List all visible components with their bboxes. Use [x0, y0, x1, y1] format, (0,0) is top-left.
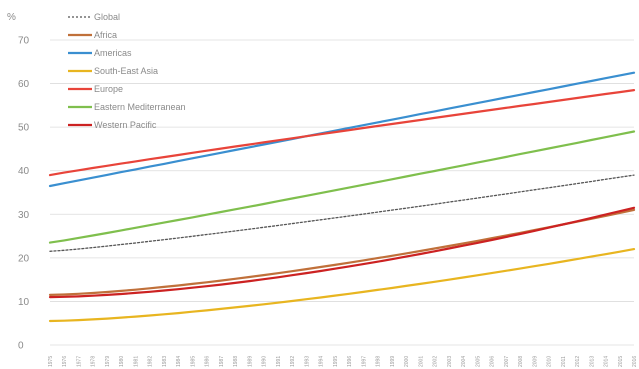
- x-tick-label: 2000: [404, 356, 410, 367]
- y-tick-label: 40: [18, 166, 30, 177]
- x-tick-label: 2001: [418, 356, 424, 367]
- x-tick-label: 2013: [589, 356, 595, 367]
- x-tick-label: 2010: [547, 356, 553, 367]
- x-tick-label: 2006: [490, 356, 496, 367]
- legend-label: Africa: [94, 30, 117, 40]
- series-line-global: [49, 174, 635, 252]
- x-tick-label: 2004: [461, 356, 467, 367]
- legend-label: Eastern Mediterranean: [94, 102, 186, 112]
- y-tick-label: 10: [18, 297, 30, 308]
- series-line-south-east-asia: [48, 248, 636, 323]
- x-tick-label: 1977: [76, 356, 82, 367]
- x-tick-label: 2002: [433, 356, 439, 367]
- x-tick-label: 2009: [532, 356, 538, 367]
- x-tick-label: 1981: [133, 356, 139, 367]
- x-tick-label: 2003: [447, 356, 453, 367]
- y-tick-label: 60: [18, 79, 30, 90]
- y-tick-label: 30: [18, 210, 30, 221]
- series-line-eastern-mediterranean: [48, 130, 636, 244]
- x-tick-label: 1985: [190, 356, 196, 367]
- x-tick-label: 2005: [475, 356, 481, 367]
- series-line-europe: [48, 88, 636, 177]
- x-tick-label: 1993: [304, 356, 310, 367]
- x-tick-label: 1976: [62, 356, 68, 367]
- x-tick-label: 1987: [219, 356, 225, 367]
- x-tick-label: 1994: [319, 356, 325, 367]
- x-tick-label: 1991: [276, 356, 282, 367]
- x-tick-label: 1988: [233, 356, 239, 367]
- x-tick-label: 2007: [504, 356, 510, 367]
- y-tick-label: 70: [18, 36, 30, 47]
- y-tick-label: 0: [18, 341, 24, 352]
- x-tick-label: 1995: [333, 356, 339, 367]
- x-tick-label: 1986: [205, 356, 211, 367]
- series-line-western-pacific: [48, 206, 636, 299]
- x-tick-label: 1989: [247, 356, 253, 367]
- x-tick-label: 1984: [176, 356, 182, 367]
- x-tick-label: 2014: [604, 356, 610, 367]
- x-axis-ticks: 1975 1976 1977 1978 1979 1980 1981 1982 1983 1984…: [48, 356, 638, 367]
- legend: Global Africa Americas South-East Asia Europ…: [68, 12, 186, 130]
- x-tick-label: 2008: [518, 356, 524, 367]
- legend-label: South-East Asia: [94, 66, 158, 76]
- x-tick-label: 2011: [561, 356, 567, 367]
- x-tick-label: 2015: [618, 356, 624, 367]
- x-tick-label: 1990: [262, 356, 268, 367]
- x-tick-label: 1978: [91, 356, 97, 367]
- x-tick-label: 1998: [376, 356, 382, 367]
- x-tick-label: 1997: [361, 356, 367, 367]
- x-tick-label: 1980: [119, 356, 125, 367]
- y-tick-label: 20: [18, 253, 30, 264]
- y-tick-label: 50: [18, 123, 30, 134]
- series-line-africa: [48, 208, 636, 296]
- x-tick-label: 1996: [347, 356, 353, 367]
- legend-label: Europe: [94, 84, 123, 94]
- x-tick-label: 1979: [105, 356, 111, 367]
- series-line-americas: [48, 71, 636, 188]
- y-unit-label: %: [7, 12, 16, 23]
- x-tick-label: 1992: [290, 356, 296, 367]
- legend-label: Western Pacific: [94, 120, 157, 130]
- x-tick-label: 1975: [48, 356, 54, 367]
- x-tick-label: 1999: [390, 356, 396, 367]
- x-tick-label: 2012: [575, 356, 581, 367]
- x-tick-label: 1983: [162, 356, 168, 367]
- x-tick-label: 1982: [148, 356, 154, 367]
- x-tick-label: 2016: [632, 356, 638, 367]
- legend-label: Global: [94, 12, 120, 22]
- y-axis-ticks: 0 10 20 30 40 50 60 70: [18, 36, 30, 352]
- series-lines: [48, 71, 636, 323]
- legend-label: Americas: [94, 48, 132, 58]
- gridlines: [50, 39, 634, 346]
